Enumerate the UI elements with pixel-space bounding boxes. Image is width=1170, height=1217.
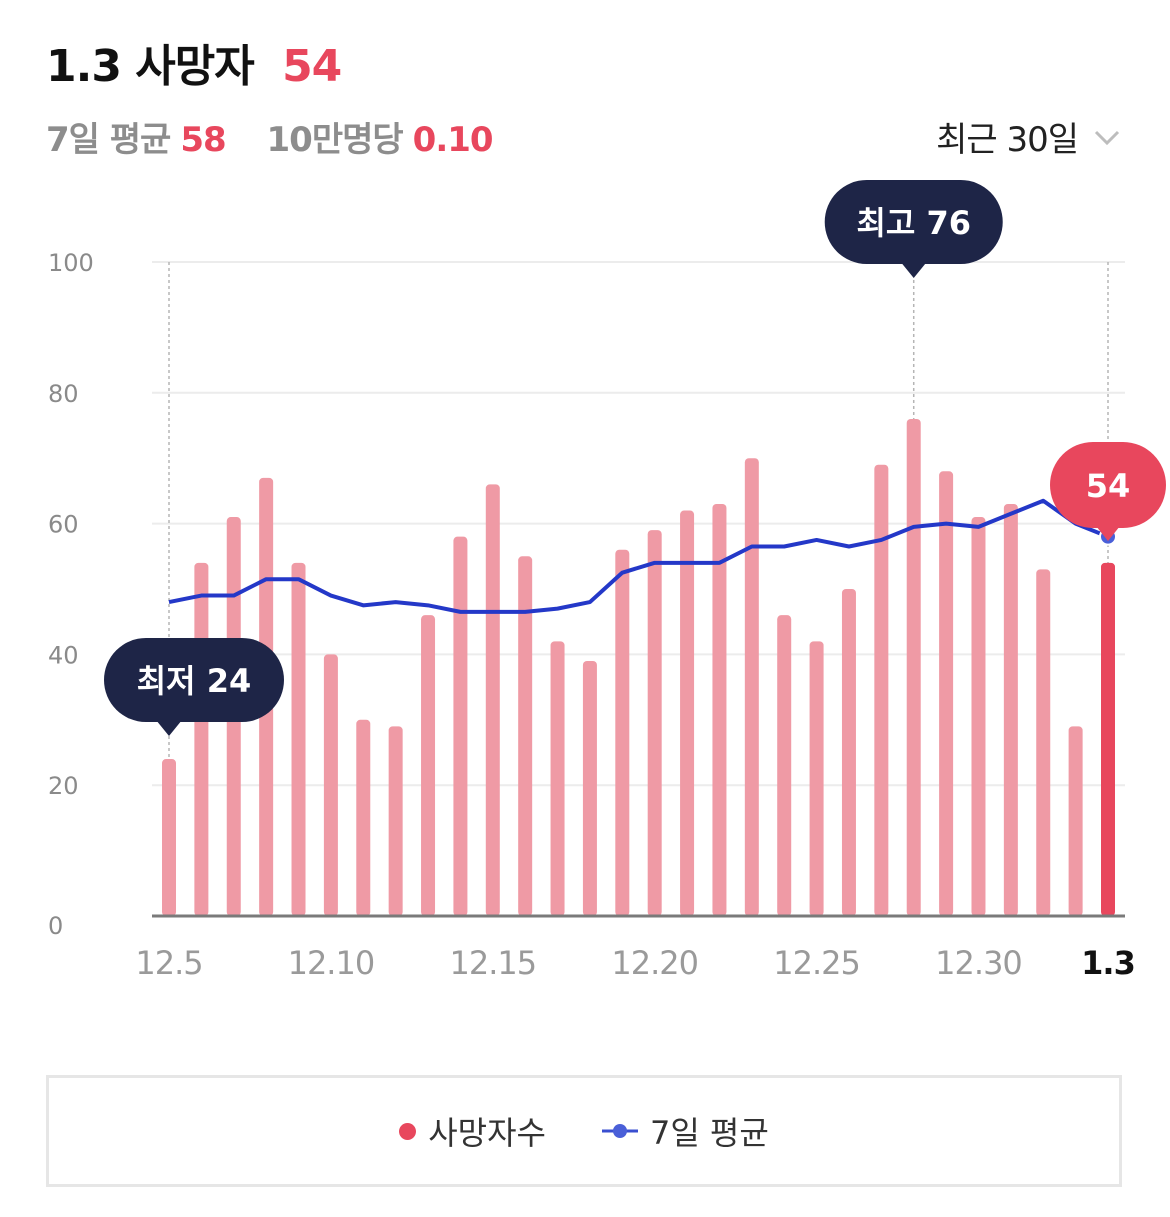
tooltip-label: 54 — [1086, 467, 1131, 505]
bar — [485, 484, 500, 916]
avg-label: 7일 평균 — [46, 120, 171, 160]
bar — [1003, 503, 1018, 916]
bar — [453, 536, 468, 916]
per100k-label: 10만명당 — [266, 120, 404, 160]
tooltip-label: 최저 24 — [137, 662, 252, 700]
bar — [874, 464, 889, 916]
legend-label-deaths: 사망자수 — [428, 1114, 546, 1152]
bar — [388, 726, 403, 916]
x-tick-label: 1.3 — [1081, 944, 1135, 982]
legend: 사망자수 7일 평균 — [46, 1075, 1122, 1187]
bar — [647, 530, 662, 916]
y-tick-label: 100 — [48, 249, 94, 277]
bar — [421, 615, 436, 916]
legend-item-avg[interactable]: 7일 평균 — [601, 1108, 769, 1154]
x-tick-label: 12.25 — [773, 944, 860, 982]
bar — [712, 503, 727, 916]
tooltip-bubble — [1050, 442, 1166, 528]
summary-line: 7일 평균 58 10만명당 0.10 — [46, 112, 494, 161]
bar — [744, 458, 759, 916]
legend-dot-icon — [399, 1122, 417, 1140]
bar — [971, 517, 986, 916]
y-tick-label: 20 — [48, 772, 79, 800]
chart: 0 20 40 60 80 100 12.5 12.10 12.15 12.20 12.25 12.3… — [48, 180, 1166, 982]
bar — [162, 759, 176, 916]
date-label: 1.3 — [46, 41, 122, 92]
bar — [518, 556, 533, 916]
bar — [194, 562, 209, 916]
avg-line — [168, 498, 1109, 614]
x-tick-label: 12.20 — [611, 944, 698, 982]
period-label: 최근 30일 — [936, 120, 1079, 160]
bar — [680, 510, 695, 916]
bar — [323, 654, 338, 916]
tooltip-label: 최고 76 — [856, 204, 971, 242]
period-dropdown[interactable]: 최근 30일 — [936, 112, 1122, 161]
per100k-value: 0.10 — [412, 120, 494, 160]
bar — [356, 719, 371, 916]
y-tick-label: 0 — [48, 912, 63, 940]
legend-item-deaths[interactable]: 사망자수 — [399, 1108, 546, 1154]
bar — [906, 418, 921, 916]
chevron-down-icon — [1094, 130, 1120, 145]
bar — [809, 641, 824, 916]
y-tick-label: 60 — [48, 511, 79, 539]
header: 1.3 사망자 54 — [46, 30, 342, 94]
tooltip-bubble — [824, 180, 1003, 264]
x-tick-label: 12.30 — [935, 944, 1022, 982]
avg-value: 58 — [180, 120, 226, 160]
bar — [1036, 569, 1051, 916]
today-value: 54 — [282, 41, 342, 92]
bar — [1068, 726, 1083, 916]
bar — [582, 660, 597, 916]
page-title: 1.3 사망자 54 — [46, 30, 342, 94]
tooltip-bubble — [104, 638, 284, 722]
bar — [841, 589, 856, 916]
legend-line-icon — [601, 1124, 638, 1138]
legend-label-avg: 7일 평균 — [649, 1114, 769, 1152]
x-tick-label: 12.10 — [288, 944, 375, 982]
bar — [291, 562, 306, 916]
title-label: 사망자 — [135, 41, 254, 92]
bar — [550, 641, 565, 916]
x-tick-label: 12.5 — [135, 944, 202, 982]
tooltip-pointer — [900, 262, 927, 278]
x-tick-label: 12.15 — [449, 944, 536, 982]
bar — [939, 471, 954, 916]
bar — [777, 615, 792, 916]
tooltip-pointer — [156, 720, 182, 736]
y-tick-label: 80 — [48, 380, 79, 408]
bar — [615, 549, 630, 916]
y-tick-label: 40 — [48, 641, 79, 669]
bar — [1101, 562, 1115, 916]
tooltip-pointer — [1096, 526, 1120, 541]
